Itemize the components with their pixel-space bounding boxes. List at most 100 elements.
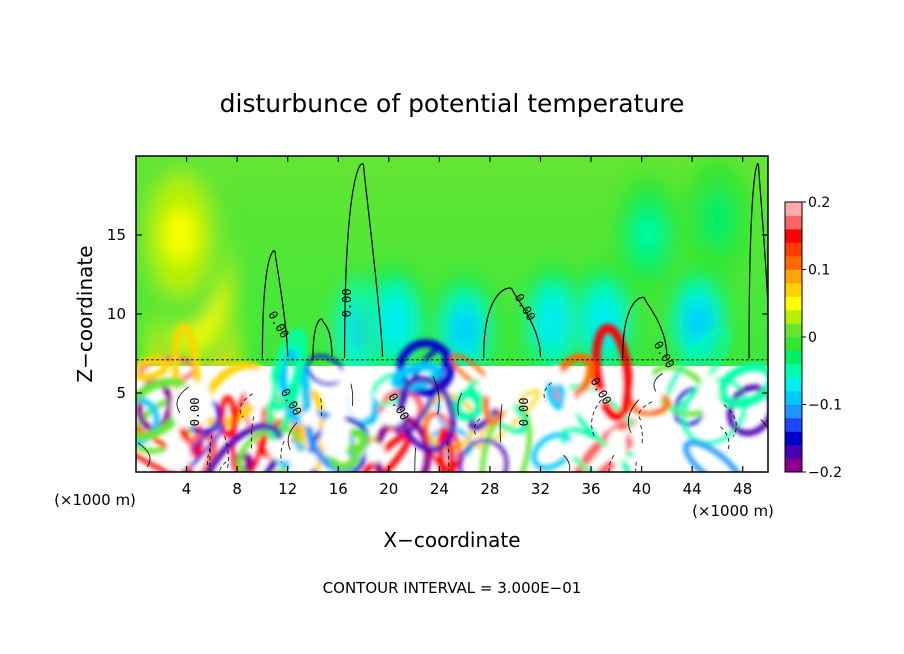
x-tick-label: 12 [278, 480, 297, 498]
lower-contour-21 [653, 372, 663, 392]
anomaly-cool-8 [635, 215, 661, 255]
colorbar-segment [785, 310, 802, 324]
zero-contour-0 [261, 250, 289, 359]
lower-contour-24 [473, 418, 481, 436]
masked-area-12 [300, 410, 320, 427]
zero-contour-4 [622, 296, 668, 359]
colorbar-segment [785, 458, 802, 473]
colorbar-segment [785, 431, 802, 446]
x-tick-label: 48 [733, 480, 752, 498]
swirl-24 [396, 339, 455, 397]
lower-contour-2 [209, 435, 213, 472]
swirl-49 [683, 439, 744, 472]
swirl-65 [166, 423, 225, 472]
lower-contour-0 [563, 454, 571, 472]
lower-contour-10 [627, 399, 640, 434]
zero-contour-5 [748, 163, 768, 359]
contour-label-7: 0.00 [517, 398, 531, 427]
x-tick-label: 4 [182, 480, 192, 498]
masked-area-25 [548, 366, 563, 386]
swirl-29 [136, 356, 170, 381]
colorbar-segment [785, 202, 802, 216]
swirl-66 [136, 417, 193, 472]
lower-contour-4 [207, 447, 211, 470]
contour-label-4: 0.00 [188, 398, 202, 427]
swirl-59 [458, 438, 509, 472]
colorbar-segment [785, 242, 802, 257]
colorbar: 0.2 0.1 0 −0.1 −0.2 [784, 195, 842, 481]
contour-interval-note: CONTOUR INTERVAL = 3.000E−01 [323, 579, 582, 597]
y-axis: 5 10 15 [107, 226, 768, 402]
colorbar-segment [785, 215, 802, 230]
y-axis-label: Z−coordinate [73, 245, 97, 382]
lower-contour-5 [137, 442, 151, 468]
anomaly-cool-5 [452, 310, 478, 350]
anomaly-cool-4 [382, 302, 408, 342]
masked-area-21 [698, 375, 719, 416]
x-tick-label: 28 [480, 480, 499, 498]
colorbar-segment [785, 364, 802, 378]
swirl-54 [397, 376, 457, 453]
anomaly-warm-2 [164, 208, 196, 262]
swirl-41 [452, 388, 486, 421]
masked-area-23 [180, 382, 213, 426]
zero-contour-1 [312, 318, 333, 359]
lower-contour-3 [457, 392, 463, 416]
masked-area-9 [751, 442, 768, 469]
masked-area-13 [563, 441, 577, 459]
colorbar-segment [785, 269, 802, 284]
lower-contour-17 [320, 398, 323, 416]
swirl-28 [531, 432, 574, 471]
colorbar-segment [785, 391, 802, 405]
swirl-57 [560, 427, 632, 472]
x-tick-label: 8 [232, 480, 242, 498]
swirl-38 [307, 417, 370, 472]
contour-lines [136, 163, 768, 472]
y-tick-label: 15 [107, 226, 126, 244]
colorbar-segment [785, 350, 802, 365]
anomaly-cool-6 [540, 302, 566, 342]
colorbar-tick-label: 0.2 [808, 195, 830, 211]
lower-contour-26 [280, 440, 285, 463]
colorbar-segment [785, 337, 802, 351]
colorbar-segment [785, 418, 802, 432]
x-axis-label: X−coordinate [383, 528, 520, 552]
colorbar-segment [785, 296, 802, 311]
lower-contour-8 [499, 404, 503, 443]
swirl-17 [219, 395, 237, 438]
swirl-48 [200, 423, 283, 472]
y-tick-label: 10 [107, 305, 126, 323]
colorbar-tick-label: −0.1 [808, 398, 842, 414]
masked-area-5 [607, 429, 626, 464]
lower-contour-19 [287, 422, 298, 450]
y-tick-label: 5 [116, 384, 126, 402]
masked-area-8 [563, 389, 577, 427]
colorbar-segment [785, 323, 802, 338]
lower-contour-6 [543, 382, 552, 402]
lower-contour-22 [635, 461, 637, 472]
x-tick-label: 36 [581, 480, 600, 498]
masked-area-6 [477, 375, 501, 397]
anomaly-cool-9 [685, 302, 712, 342]
swirl-64 [269, 328, 307, 411]
x-tick-label: 16 [329, 480, 348, 498]
swirl-46 [437, 426, 456, 472]
colorbar-segment [785, 256, 802, 270]
x-tick-label: 32 [531, 480, 550, 498]
anomaly-cool-10 [704, 199, 731, 239]
masked-area-3 [317, 369, 349, 382]
contour-label-1: 0.00 [340, 288, 354, 317]
colorbar-segment [785, 377, 802, 392]
masked-area-27 [636, 372, 658, 402]
lower-contour-29 [760, 419, 768, 429]
lower-contour-14 [224, 436, 229, 470]
colorbar-tick-label: 0.1 [808, 263, 830, 279]
colorbar-tick-label: 0 [808, 330, 817, 346]
chart-title: disturbunce of potential temperature [220, 89, 685, 118]
x-tick-label: 40 [632, 480, 651, 498]
x-tick-label: 44 [683, 480, 702, 498]
masked-area-26 [634, 434, 649, 472]
masked-area-16 [378, 409, 404, 426]
lower-contour-13 [350, 383, 354, 407]
colorbar-segment [785, 445, 802, 459]
